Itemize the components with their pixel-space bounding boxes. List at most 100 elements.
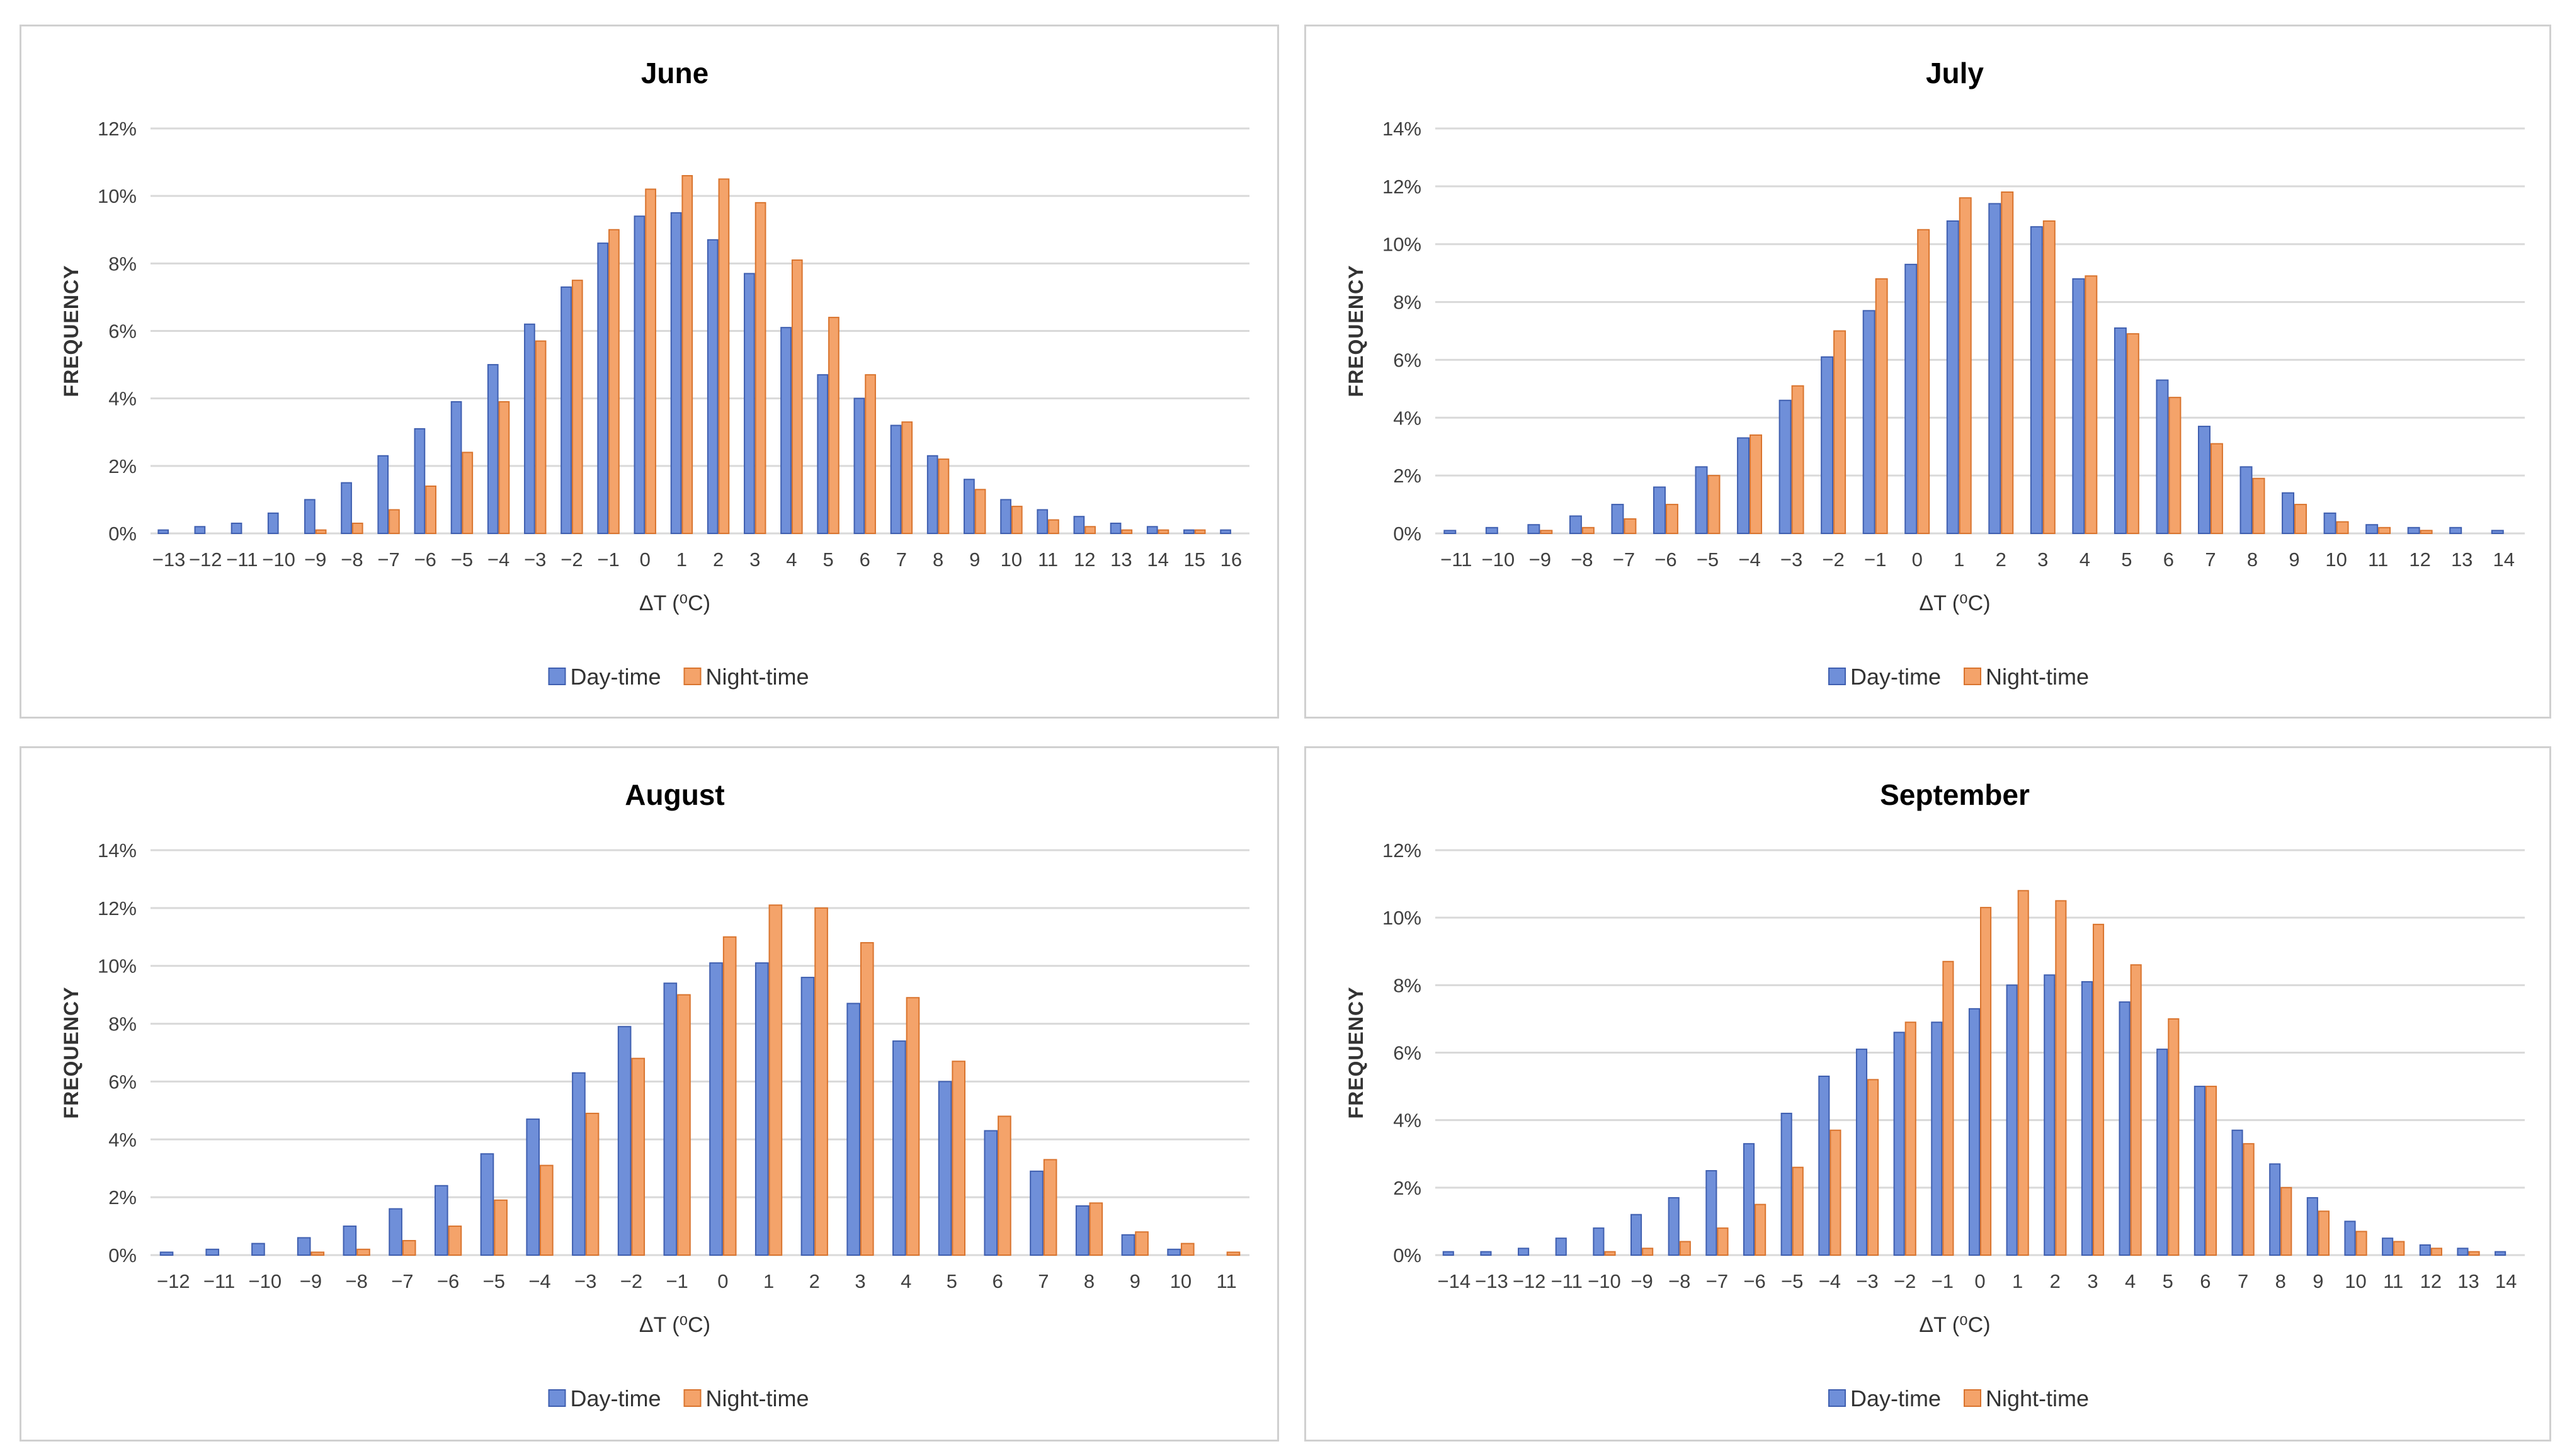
bar-night-time — [1043, 1159, 1057, 1256]
bar-day-time — [780, 327, 792, 534]
x-tick-label: −11 — [1551, 1270, 1583, 1292]
bar-day-time — [1818, 1076, 1830, 1256]
bar-day-time — [343, 1226, 357, 1256]
x-tick-label: 9 — [2313, 1270, 2323, 1292]
x-tick-label: −12 — [157, 1270, 190, 1292]
chart-panel-july: July 0% 2% 4% 6% 8% 10% 12% 14% FREQUENCY −11 −10 −9… — [1304, 25, 2551, 719]
x-tick-label: −10 — [262, 549, 295, 571]
bar-day-time — [1480, 1251, 1492, 1256]
legend-swatch-night-time — [683, 1389, 702, 1407]
bar-day-time — [984, 1130, 998, 1256]
bar-day-time — [2282, 492, 2295, 535]
bar-night-time — [1624, 518, 1637, 534]
y-tick-label: 4% — [108, 388, 137, 410]
bar-day-time — [2044, 974, 2056, 1256]
bar-night-time — [2055, 900, 2067, 1256]
bar-day-time — [890, 424, 902, 534]
x-tick-label: −9 — [1630, 1270, 1653, 1292]
bar-night-time — [585, 1112, 600, 1256]
bar-day-time — [1030, 1170, 1044, 1256]
bar-day-time — [1146, 526, 1158, 534]
bar-night-time — [1089, 1202, 1103, 1256]
bar-night-time — [1121, 529, 1133, 534]
y-tick-label: 10% — [98, 955, 137, 977]
legend-label-day-time: Day-time — [1850, 664, 1941, 690]
x-tick-label: −8 — [341, 549, 363, 571]
bar-day-time — [817, 374, 829, 534]
bar-night-time — [2252, 477, 2265, 534]
bar-night-time — [498, 401, 510, 535]
y-tick-label: 10% — [1382, 234, 1421, 256]
bar-day-time — [744, 273, 755, 534]
y-tick-label: 12% — [98, 897, 137, 919]
chart-panel-june: June 0% 2% 4% 6% 8% 10% 12% FREQUENCY −13 −12 −11 −1… — [20, 25, 1279, 719]
bar-day-time — [377, 455, 389, 535]
bar-day-time — [1855, 1049, 1868, 1256]
y-tick-label: 12% — [98, 118, 137, 140]
bar-day-time — [1630, 1214, 1642, 1256]
bar-night-time — [389, 509, 400, 534]
bar-day-time — [2030, 226, 2043, 534]
bar-day-time — [1555, 1237, 1567, 1256]
bar-night-time — [2205, 1086, 2217, 1256]
bar-night-time — [462, 452, 474, 535]
y-tick-label: 0% — [1393, 1244, 1421, 1266]
bar-day-time — [2006, 984, 2018, 1256]
y-tick-label: 0% — [1393, 523, 1421, 545]
y-tick-label: 14% — [98, 839, 137, 862]
legend-label-night-time: Night-time — [1986, 1385, 2089, 1411]
x-tick-label: −8 — [1571, 549, 1593, 571]
bar-day-time — [2119, 1001, 2131, 1256]
x-tick-label: 0 — [640, 549, 651, 571]
bar-day-time — [2081, 981, 2093, 1256]
x-tick-label: 13 — [2451, 549, 2472, 571]
bar-night-time — [974, 489, 986, 535]
x-tick-label: −13 — [1475, 1270, 1508, 1292]
x-tick-label: 5 — [2163, 1270, 2173, 1292]
x-tick-label: −11 — [1440, 549, 1472, 571]
bar-day-time — [480, 1153, 494, 1256]
legend-swatch-day-time — [548, 668, 566, 685]
bar-night-time — [1875, 278, 1888, 534]
bar-day-time — [2114, 327, 2127, 534]
bar-day-time — [709, 962, 723, 1256]
y-tick-label: 4% — [108, 1129, 137, 1151]
legend-swatch-day-time — [548, 1389, 566, 1407]
bar-night-time — [1792, 1166, 1804, 1256]
bar-day-time — [1778, 399, 1792, 534]
bar-night-time — [1980, 907, 1992, 1256]
x-tick-label: 0 — [1912, 549, 1923, 571]
x-tick-label: 10 — [2325, 549, 2347, 571]
x-tick-label: −3 — [1780, 549, 1802, 571]
bar-day-time — [663, 982, 678, 1256]
bar-night-time — [1540, 530, 1553, 535]
bar-day-time — [1946, 220, 1959, 534]
bar-day-time — [1220, 529, 1231, 534]
bar-day-time — [1442, 1251, 1454, 1256]
x-tick-label: −6 — [414, 549, 436, 571]
bar-day-time — [2072, 278, 2085, 534]
x-tick-label: 3 — [2037, 549, 2048, 571]
bar-night-time — [754, 202, 766, 534]
bar-day-time — [2239, 466, 2253, 534]
bar-night-time — [494, 1199, 508, 1256]
bar-day-time — [1167, 1248, 1181, 1256]
y-tick-label: 8% — [108, 253, 137, 275]
bar-night-time — [540, 1164, 554, 1256]
y-axis-label: FREQUENCY — [60, 987, 83, 1119]
x-tick-label: 15 — [1184, 549, 1205, 571]
y-tick-label: 8% — [1393, 292, 1421, 314]
bar-day-time — [800, 977, 815, 1256]
x-tick-label: 9 — [2289, 549, 2299, 571]
bar-night-time — [1904, 1021, 1916, 1256]
x-tick-label: −6 — [437, 1270, 459, 1292]
x-tick-label: 2 — [2050, 1270, 2061, 1292]
bar-day-time — [2495, 1251, 2507, 1256]
bar-night-time — [1755, 1203, 1767, 1256]
x-tick-label: −7 — [391, 1270, 413, 1292]
x-tick-label: −5 — [1781, 1270, 1803, 1292]
bar-day-time — [2491, 530, 2504, 535]
bar-night-time — [952, 1061, 966, 1256]
x-tick-label: −4 — [1738, 549, 1760, 571]
bar-day-time — [1075, 1205, 1090, 1256]
